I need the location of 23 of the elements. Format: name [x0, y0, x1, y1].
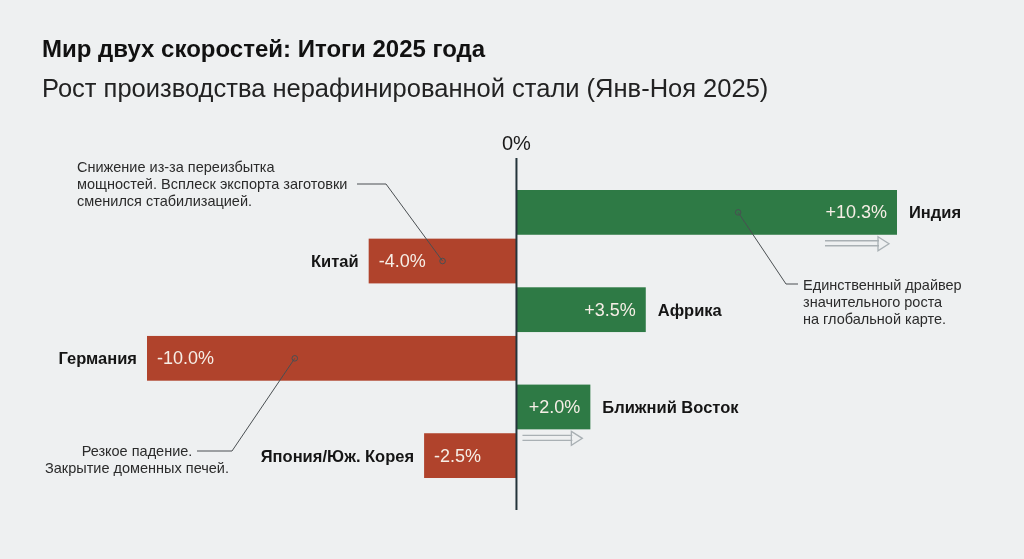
annotation: Единственный драйвер значительного роста на глобальной карте.: [803, 277, 962, 327]
bar: [516, 287, 646, 333]
chart-title: Мир двух скоростей: Итоги 2025 года: [42, 35, 486, 62]
y-tick-label: Япония/Юж. Корея: [260, 446, 415, 465]
y-tick-label: Индия: [909, 203, 962, 222]
y-tick-label: Китай: [311, 252, 359, 271]
bar: [147, 335, 517, 381]
chart-subtitle: Рост производства нерафинированной стали (Янв-Ноя 2025): [42, 74, 769, 102]
annotation: Снижение из-за переизбытка мощностей. Всплеск экспорта заготовки сменился стабилизацией.: [77, 159, 348, 209]
bar: [424, 433, 517, 478]
data-label: -10.0%: [157, 348, 215, 369]
data-label: +10.3%: [825, 202, 887, 223]
annotation: Резкое падение. Закрытие доменных печей.: [45, 443, 229, 476]
data-label: -4.0%: [378, 251, 426, 272]
y-tick-label: Ближний Восток: [602, 397, 740, 416]
data-label: -2.5%: [434, 445, 482, 466]
data-label: +3.5%: [584, 299, 636, 320]
y-tick-label: Африка: [657, 300, 723, 319]
data-label: +2.0%: [528, 396, 581, 417]
y-tick-label: Германия: [58, 349, 137, 368]
bar: [368, 238, 517, 284]
bar: [516, 190, 897, 235]
text: 0%: [502, 132, 532, 154]
